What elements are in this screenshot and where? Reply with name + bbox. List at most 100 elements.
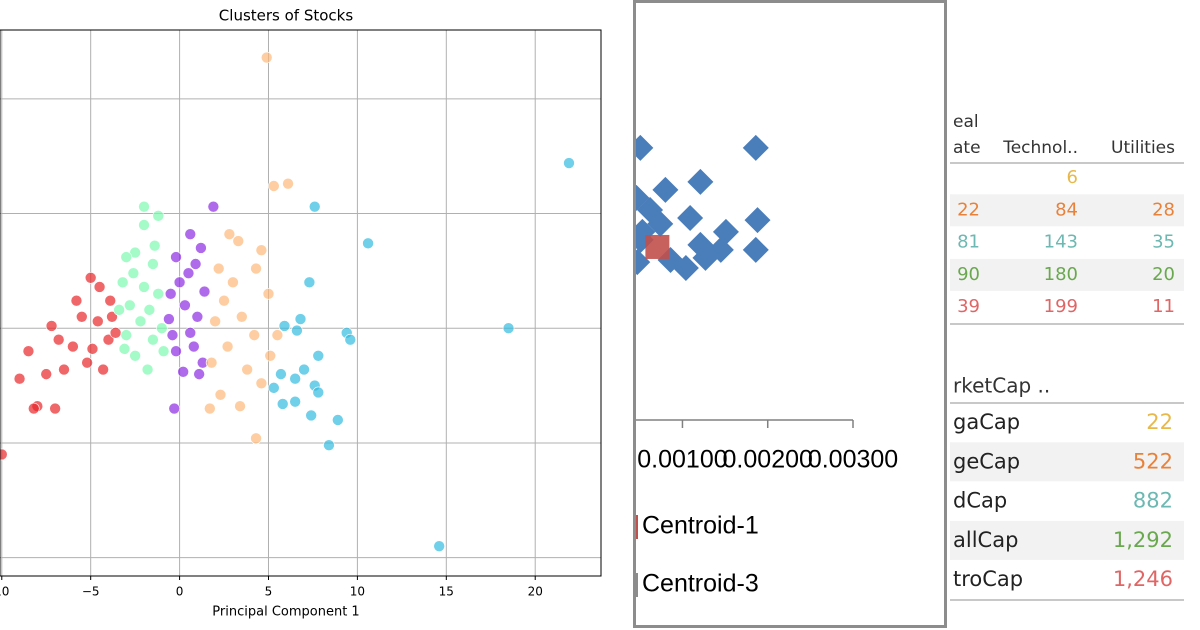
point [312, 386, 325, 399]
point [298, 363, 310, 376]
x-tick-label: 0.00100 [637, 446, 727, 474]
table-cell: 180 [1044, 264, 1078, 285]
point [191, 310, 204, 323]
point [652, 176, 679, 203]
column-header: Utilities [1111, 138, 1175, 158]
point [118, 343, 131, 355]
point [744, 207, 771, 234]
plot-area [0, 30, 601, 576]
point [433, 540, 445, 552]
point [692, 244, 719, 271]
point [168, 402, 181, 415]
legend-label: Centroid-1 [642, 512, 759, 540]
row-label: geCap [953, 449, 1020, 473]
table-cell: 84 [1055, 199, 1078, 220]
point [138, 219, 150, 231]
row-band [950, 520, 1184, 560]
point [52, 333, 65, 346]
column-header: ate [953, 138, 981, 158]
x-tick-label: 20 [528, 585, 543, 599]
point [134, 315, 147, 328]
legend-label: Centroid-3 [642, 570, 759, 598]
point [250, 432, 262, 445]
point [195, 242, 207, 254]
point [634, 134, 654, 161]
x-axis-label: Principal Component 1 [212, 605, 359, 620]
point [212, 262, 225, 275]
point [308, 200, 321, 213]
point [268, 382, 280, 394]
point [236, 310, 248, 323]
point [291, 324, 303, 337]
table-cell: 1,292 [1113, 528, 1173, 552]
point [27, 402, 40, 415]
point [184, 327, 197, 339]
point [67, 340, 79, 353]
point [742, 236, 769, 263]
point [323, 439, 335, 452]
point [75, 310, 88, 323]
point [193, 368, 205, 380]
point [221, 340, 234, 353]
table-cell: 1,246 [1113, 567, 1173, 591]
table-cell: 522 [1133, 449, 1173, 473]
point [147, 258, 159, 270]
point [332, 414, 344, 426]
point [189, 258, 202, 270]
point [177, 366, 189, 378]
point [255, 377, 268, 390]
point [234, 400, 246, 413]
point [502, 322, 515, 335]
point [271, 329, 284, 341]
point [268, 180, 280, 192]
point [305, 409, 317, 422]
table-cell: 28 [1152, 199, 1175, 220]
table-cell: 81 [957, 232, 980, 253]
point [634, 249, 651, 276]
point [138, 200, 150, 213]
table-cell: 22 [957, 199, 980, 220]
point [303, 276, 316, 289]
point [362, 237, 374, 250]
row-label: dCap [953, 489, 1007, 513]
point [344, 333, 357, 346]
point [184, 228, 197, 240]
point [188, 340, 200, 353]
point [49, 402, 61, 415]
point [294, 313, 307, 325]
point [204, 402, 216, 415]
point [634, 226, 654, 253]
chart-title: Clusters of Stocks [219, 7, 354, 25]
point [84, 271, 97, 284]
point [45, 320, 58, 332]
point [312, 349, 325, 362]
point [207, 200, 220, 213]
point [120, 251, 133, 263]
point [282, 177, 294, 190]
row-label: troCap [953, 567, 1023, 591]
table-cell: 20 [1152, 264, 1175, 285]
point [677, 204, 704, 231]
row-band [950, 258, 1184, 291]
point [248, 329, 261, 341]
point [91, 315, 104, 328]
axis-ticks: 10 −5 0 5 10 15 20 [0, 576, 543, 599]
point [113, 304, 125, 316]
point [124, 299, 136, 312]
point [289, 372, 301, 385]
x-tick-label: 0.00300 [808, 446, 898, 474]
point [138, 281, 150, 293]
point [179, 299, 191, 312]
point [205, 356, 218, 369]
point [22, 345, 35, 357]
point [672, 254, 699, 281]
point [214, 388, 227, 401]
point [173, 276, 186, 289]
point [143, 304, 156, 316]
point [93, 281, 106, 293]
point [157, 345, 170, 357]
column-header: rketCap .. [953, 374, 1050, 398]
point [241, 363, 253, 376]
point [250, 262, 262, 275]
point [109, 327, 122, 339]
